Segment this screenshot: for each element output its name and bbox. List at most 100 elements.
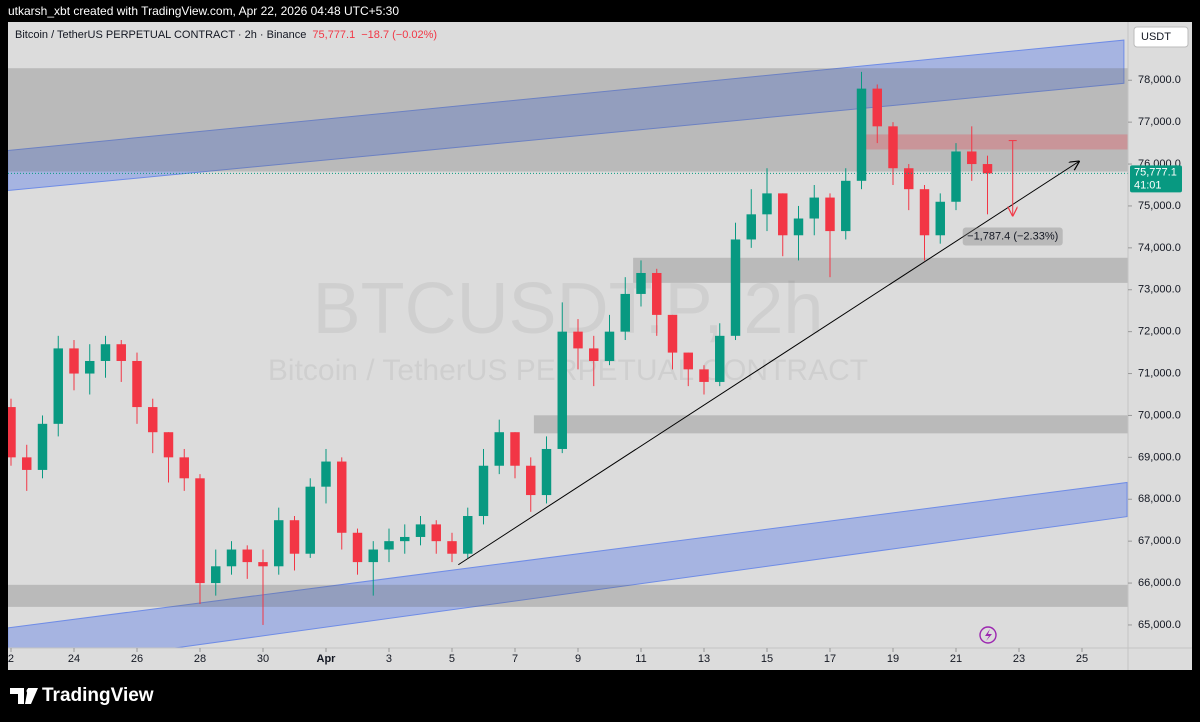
- last-price-box: [1130, 165, 1182, 193]
- candle-body: [652, 272, 662, 315]
- candle-body: [226, 549, 237, 567]
- symbol-title: Bitcoin / TetherUS PERPETUAL CONTRACT · …: [15, 29, 306, 41]
- candle-body: [683, 352, 693, 370]
- y-tick-label: 72,000.0: [1138, 326, 1181, 338]
- candle-body: [69, 348, 79, 374]
- x-tick-label: 5: [449, 653, 455, 665]
- y-tick-label: 75,000.0: [1138, 200, 1181, 212]
- candle-body: [762, 193, 772, 215]
- candle-body: [557, 331, 567, 449]
- x-tick-label: 25: [1076, 653, 1088, 665]
- brand-logo-dot: [26, 688, 32, 694]
- candle-body: [8, 407, 16, 458]
- candle-body: [620, 293, 630, 332]
- candle-body: [730, 239, 741, 336]
- price-channel: [8, 39, 1125, 192]
- candle-body: [904, 168, 914, 190]
- brand-name: TradingView: [42, 685, 154, 706]
- candle-body: [337, 461, 347, 533]
- x-tick-label: 30: [257, 653, 269, 665]
- candle-body: [368, 549, 378, 563]
- candle-body: [305, 486, 315, 554]
- header-price: 75,777.1: [312, 29, 355, 41]
- credit: utkarsh_xbt created with TradingView.com…: [8, 4, 399, 18]
- candle-body: [384, 541, 394, 550]
- candle-body: [85, 360, 95, 374]
- candle-body: [526, 465, 536, 496]
- candle-body: [872, 88, 882, 127]
- candle-body: [715, 335, 725, 382]
- y-tick-label: 70,000.0: [1138, 409, 1181, 421]
- candle-body: [935, 201, 945, 236]
- candle-body: [431, 524, 441, 542]
- candle-body: [825, 197, 835, 232]
- x-tick-label: 7: [512, 653, 518, 665]
- zone: [8, 584, 1128, 607]
- alert-icon[interactable]: [979, 626, 997, 644]
- candle-body: [982, 164, 993, 174]
- zone: [633, 257, 1128, 283]
- y-tick-label: 65,000.0: [1138, 619, 1181, 631]
- x-tick-label: 24: [68, 653, 80, 665]
- candle-body: [37, 423, 48, 470]
- candle-body: [856, 88, 867, 181]
- candle-body: [667, 314, 678, 353]
- candle-body: [746, 214, 756, 240]
- zone: [8, 68, 1128, 172]
- candle-body: [636, 272, 646, 294]
- x-tick-label: 21: [950, 653, 962, 665]
- candle-body: [53, 348, 63, 424]
- candle-body: [400, 536, 410, 542]
- candle-body: [148, 407, 158, 433]
- footer: [0, 670, 1200, 722]
- y-tick-label: 77,000.0: [1138, 116, 1181, 128]
- candle-body: [919, 189, 930, 236]
- candle-body: [132, 360, 142, 408]
- candle-body: [179, 457, 189, 479]
- candle-body: [967, 151, 977, 165]
- candle-body: [116, 344, 126, 361]
- candle-body: [289, 520, 300, 554]
- watermark-sub: Bitcoin / TetherUS PERPETUAL CONTRACT: [268, 354, 868, 387]
- x-tick-label: 28: [194, 653, 206, 665]
- zone: [864, 134, 1128, 150]
- candle-body: [352, 532, 363, 563]
- x-tick-label: 17: [824, 653, 836, 665]
- candle-body: [163, 432, 174, 458]
- y-tick-label: 67,000.0: [1138, 535, 1181, 547]
- x-tick-label: 11: [635, 653, 646, 665]
- currency-label: USDT: [1141, 31, 1171, 43]
- x-tick-label: 2: [8, 653, 14, 665]
- plot-area: BTCUSDT.P, 2h Bitcoin / TetherUS PERPETU…: [8, 39, 1128, 648]
- bar-countdown: 41:01: [1134, 179, 1162, 191]
- x-tick-label: 9: [575, 653, 581, 665]
- currency-button[interactable]: [1133, 26, 1189, 48]
- candle-body: [100, 344, 111, 361]
- candle-body: [541, 448, 552, 496]
- measure-label-bg: [962, 227, 1063, 246]
- x-tick-label: 3: [386, 653, 392, 665]
- candle-body: [415, 524, 426, 537]
- candle-body: [778, 193, 788, 236]
- candle-body: [699, 369, 709, 382]
- candle-body: [321, 461, 331, 487]
- trend-line: [458, 161, 1079, 566]
- candle-body: [888, 126, 898, 169]
- y-tick-label: 73,000.0: [1138, 284, 1181, 296]
- y-tick-label: 74,000.0: [1138, 242, 1181, 254]
- x-tick-label: 23: [1013, 653, 1025, 665]
- y-tick-label: 68,000.0: [1138, 493, 1181, 505]
- candle-body: [211, 566, 221, 584]
- last-price-label: 75,777.1: [1134, 166, 1177, 178]
- candle-body: [494, 432, 504, 466]
- measure-label: −1,787.4 (−2.33%): [967, 230, 1058, 242]
- x-tick-label: 26: [131, 653, 143, 665]
- price-channel: [8, 481, 1128, 648]
- candle-body: [510, 432, 520, 466]
- candle-body: [22, 457, 32, 470]
- x-tick-label: Apr: [317, 653, 337, 665]
- candle-body: [447, 541, 457, 554]
- alert-bolt: [985, 629, 992, 641]
